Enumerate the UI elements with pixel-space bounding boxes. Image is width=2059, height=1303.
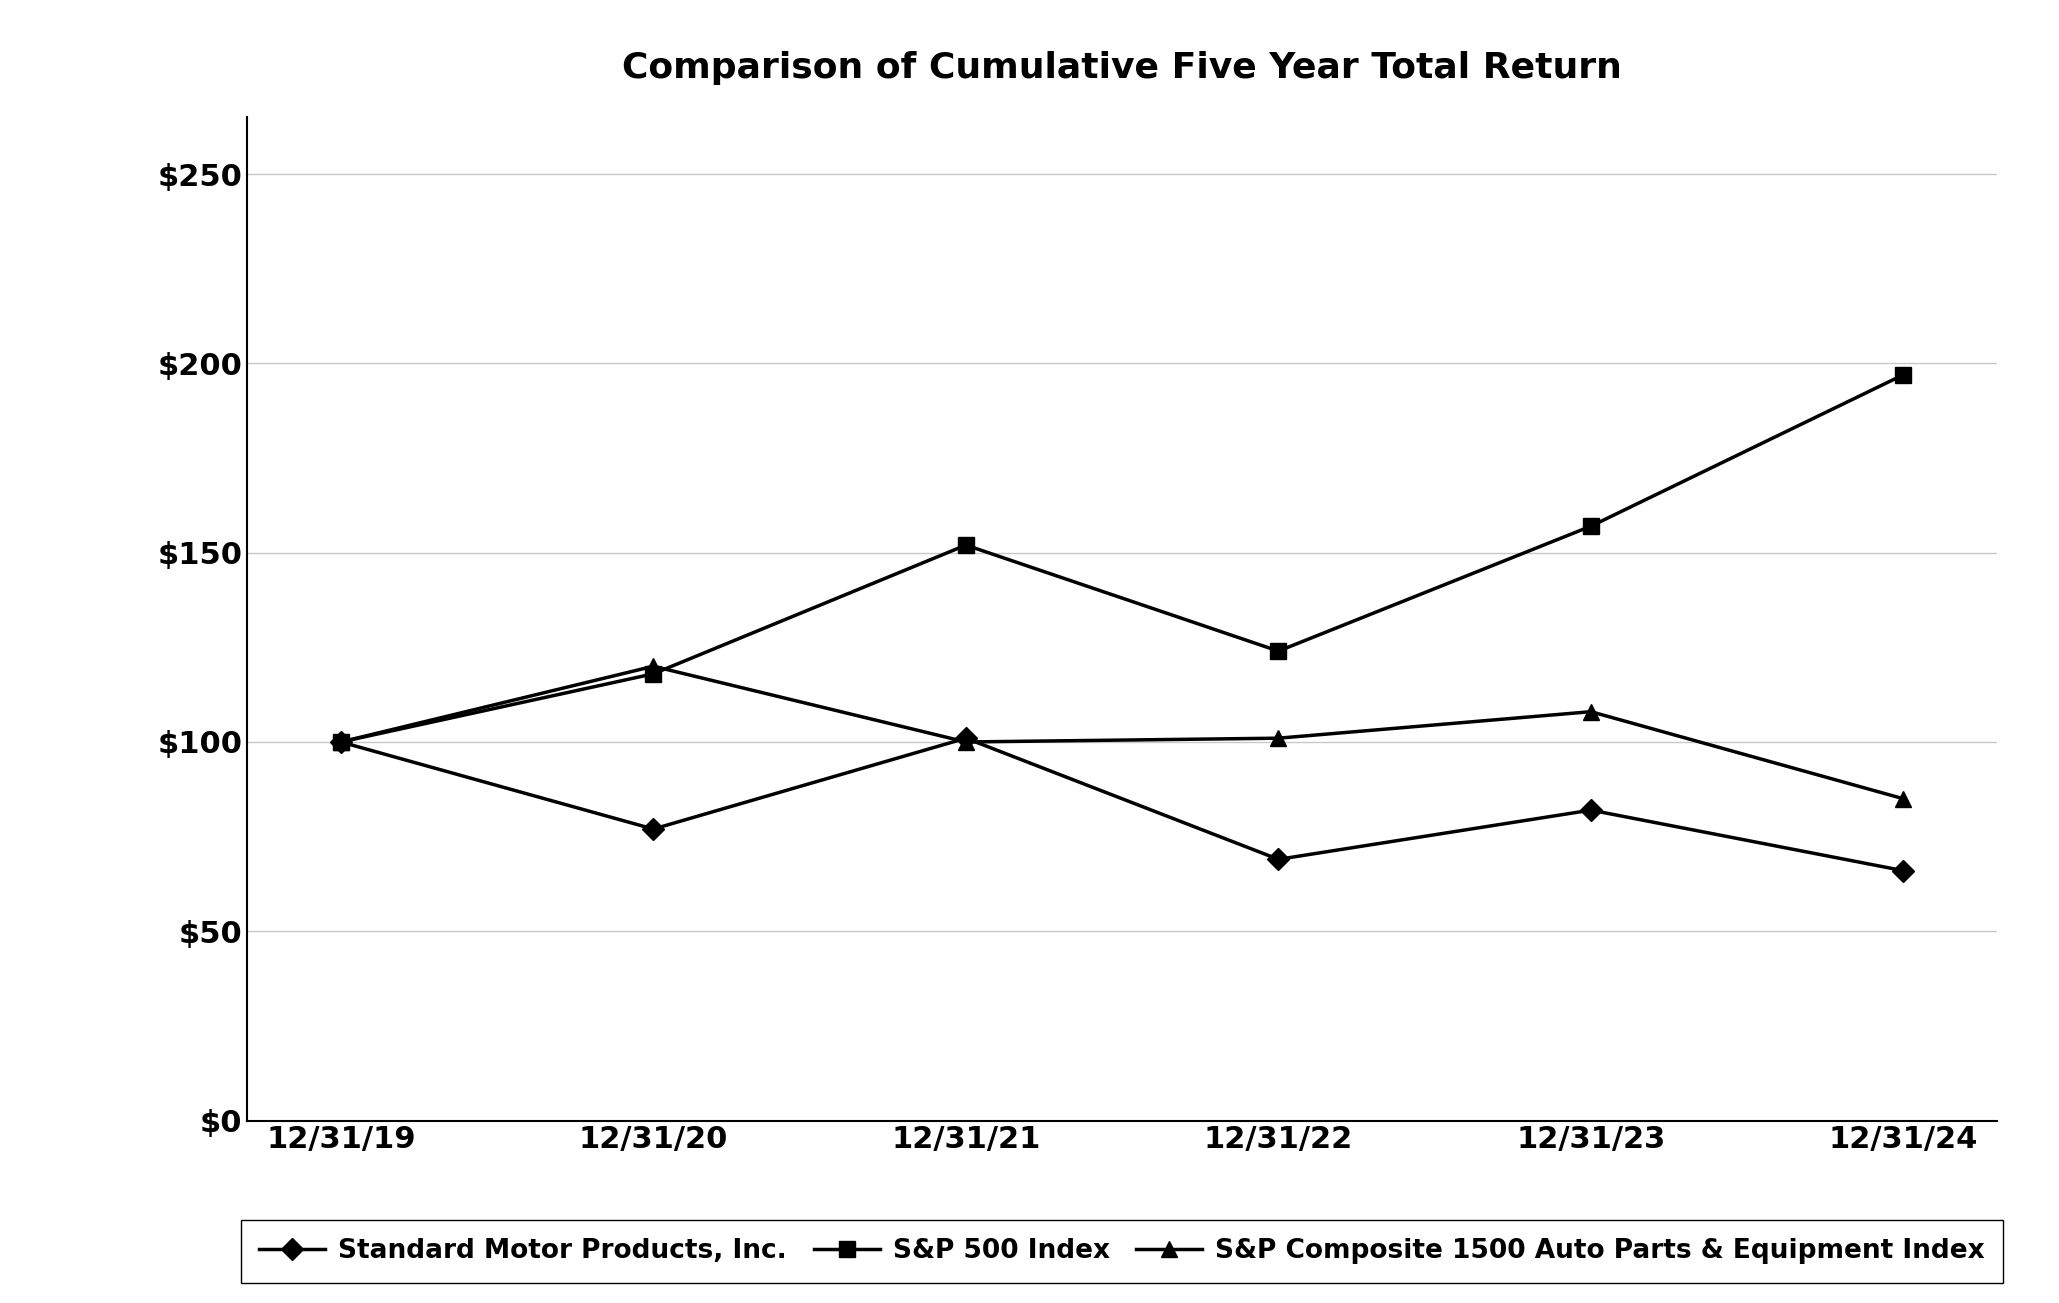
S&P 500 Index (329, 734, 354, 749)
S&P Composite 1500 Auto Parts & Equipment Index (953, 734, 978, 749)
Standard Motor Products, Inc. (1890, 863, 1915, 878)
S&P 500 Index (1579, 519, 1604, 534)
S&P 500 Index (953, 537, 978, 552)
S&P Composite 1500 Auto Parts & Equipment Index (1579, 704, 1604, 719)
S&P 500 Index (1266, 644, 1291, 659)
S&P Composite 1500 Auto Parts & Equipment Index (329, 734, 354, 749)
Line: Standard Motor Products, Inc.: Standard Motor Products, Inc. (334, 731, 1911, 878)
S&P Composite 1500 Auto Parts & Equipment Index (1890, 791, 1915, 807)
Standard Motor Products, Inc. (1579, 803, 1604, 818)
Legend: Standard Motor Products, Inc., S&P 500 Index, S&P Composite 1500 Auto Parts & Eq: Standard Motor Products, Inc., S&P 500 I… (241, 1220, 2003, 1283)
S&P 500 Index (1890, 367, 1915, 383)
Standard Motor Products, Inc. (1266, 852, 1291, 868)
Line: S&P 500 Index: S&P 500 Index (334, 367, 1911, 749)
Line: S&P Composite 1500 Auto Parts & Equipment Index: S&P Composite 1500 Auto Parts & Equipmen… (331, 658, 1913, 807)
S&P 500 Index (640, 666, 665, 681)
Standard Motor Products, Inc. (329, 734, 354, 749)
S&P Composite 1500 Auto Parts & Equipment Index (640, 658, 665, 674)
Standard Motor Products, Inc. (953, 731, 978, 747)
Title: Comparison of Cumulative Five Year Total Return: Comparison of Cumulative Five Year Total… (622, 51, 1622, 86)
S&P Composite 1500 Auto Parts & Equipment Index (1266, 731, 1291, 747)
Standard Motor Products, Inc. (640, 821, 665, 837)
